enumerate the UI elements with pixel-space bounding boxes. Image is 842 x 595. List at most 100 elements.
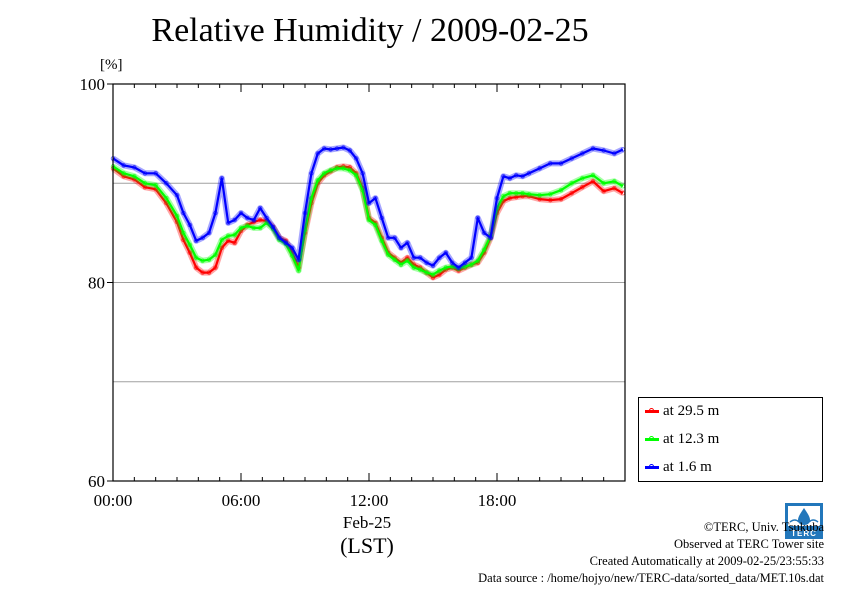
- data-point: [121, 174, 126, 179]
- data-point: [520, 190, 525, 196]
- legend-label: at 1.6 m: [663, 458, 712, 475]
- data-point: [193, 265, 199, 270]
- data-point: [153, 171, 158, 176]
- data-point: [193, 255, 199, 260]
- data-point: [251, 225, 256, 231]
- data-point: [437, 255, 442, 260]
- data-point: [437, 268, 442, 273]
- data-point: [537, 166, 542, 171]
- data-point: [548, 191, 553, 197]
- terc-logo: TERC: [785, 503, 823, 539]
- data-point: [424, 260, 429, 265]
- data-point: [537, 192, 542, 198]
- data-point: [132, 165, 137, 170]
- data-point: [258, 217, 263, 223]
- data-point: [245, 223, 250, 229]
- data-point: [488, 235, 493, 241]
- data-point: [514, 173, 519, 178]
- data-point: [322, 146, 327, 151]
- data-point: [514, 190, 519, 196]
- data-point: [264, 215, 269, 221]
- data-point: [612, 186, 617, 191]
- credit-created: Created Automatically at 2009-02-25/23:5…: [589, 554, 824, 568]
- data-point: [392, 257, 397, 262]
- data-point: [187, 250, 192, 255]
- data-point: [373, 222, 378, 228]
- data-point: [405, 255, 410, 260]
- x-tick-label: 00:00: [94, 491, 133, 510]
- data-point: [411, 255, 416, 260]
- data-point: [548, 197, 553, 203]
- data-point: [187, 242, 192, 247]
- data-point: [341, 166, 346, 171]
- data-point: [580, 151, 585, 156]
- data-point: [580, 185, 585, 190]
- data-point: [386, 235, 391, 241]
- data-point: [558, 161, 564, 166]
- data-point: [590, 146, 596, 151]
- data-point: [507, 195, 512, 201]
- data-point: [569, 181, 574, 186]
- data-point: [328, 147, 333, 152]
- data-point: [430, 272, 436, 277]
- data-point: [612, 151, 617, 156]
- data-point: [200, 258, 205, 263]
- data-point: [590, 173, 596, 178]
- data-point: [418, 267, 423, 272]
- data-point: [443, 265, 448, 270]
- data-point: [558, 187, 564, 193]
- data-point: [411, 265, 416, 270]
- credit-copyright: ©TERC, Univ. Tsukuba: [703, 520, 824, 534]
- data-point: [469, 262, 474, 267]
- legend-item: at 29.5 m: [645, 401, 719, 421]
- data-point: [462, 260, 468, 265]
- y-tick-label: 100: [80, 75, 106, 94]
- data-point: [219, 245, 224, 250]
- data-point: [526, 171, 532, 176]
- data-point: [379, 215, 384, 221]
- x-tick-label: 06:00: [222, 491, 261, 510]
- legend-item: at 12.3 m: [645, 429, 719, 449]
- series-line: [112, 146, 624, 269]
- legend-swatch-1-6m: [645, 461, 659, 473]
- data-point: [328, 168, 333, 173]
- legend: at 29.5 m at 12.3 m at 1.6 m: [638, 397, 823, 482]
- data-point: [360, 187, 365, 193]
- data-point: [590, 179, 596, 184]
- credits: ©TERC, Univ. Tsukuba Observed at TERC To…: [478, 519, 824, 587]
- data-point: [334, 146, 340, 151]
- data-point: [206, 230, 212, 236]
- data-point: [334, 166, 340, 171]
- data-point: [142, 171, 148, 176]
- data-point: [366, 217, 372, 223]
- data-point: [181, 230, 186, 236]
- data-point: [354, 173, 359, 178]
- data-point: [612, 179, 617, 184]
- data-point: [520, 174, 525, 179]
- legend-item: at 1.6 m: [645, 457, 712, 477]
- data-point: [213, 210, 218, 216]
- data-point: [164, 195, 169, 201]
- data-point: [475, 258, 480, 263]
- logo-text: TERC: [791, 529, 817, 538]
- data-point: [206, 270, 212, 275]
- data-point: [347, 168, 352, 173]
- data-point: [264, 220, 269, 226]
- x-tick-label: 18:00: [478, 491, 517, 510]
- data-point: [450, 260, 455, 265]
- data-point: [526, 191, 532, 197]
- data-point: [354, 156, 359, 161]
- data-point: [507, 176, 512, 181]
- data-point: [219, 176, 224, 181]
- data-point: [193, 238, 199, 244]
- data-point: [580, 176, 585, 181]
- data-point: [601, 188, 606, 194]
- x-axis-date-label: Feb-25: [342, 513, 392, 532]
- data-point: [258, 225, 263, 231]
- data-point: [206, 257, 212, 262]
- data-point: [601, 181, 606, 186]
- credit-source: Data source : /home/hojyo/new/TERC-data/…: [478, 571, 824, 585]
- data-point: [213, 252, 218, 257]
- data-point: [475, 215, 480, 221]
- data-point: [548, 161, 553, 166]
